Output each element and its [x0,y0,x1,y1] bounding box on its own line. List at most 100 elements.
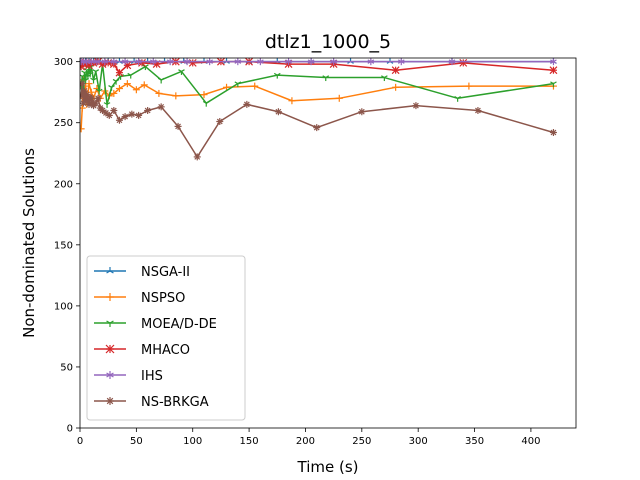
data-point-moea-d-de [90,77,97,84]
data-point-mhaco [549,66,558,75]
data-point-ihs [257,58,264,66]
data-point-ns-brkga [80,99,87,107]
data-point-nspso [200,91,208,99]
y-axis-label: Non-dominated Solutions [20,148,38,338]
data-point-moea-d-de [234,81,242,88]
legend-item-ihs: IHS [94,369,163,384]
legend-label: NS-BRKGA [141,395,209,410]
data-point-ihs [166,58,174,66]
data-point-nspso [132,86,140,94]
data-point-moea-d-de [103,102,111,108]
data-point-ihs [183,58,191,66]
data-point-nspso [251,82,259,90]
x-tick-label: 300 [409,436,428,447]
data-point-moea-d-de [95,88,103,95]
data-point-ihs [234,58,242,66]
x-tick-label: 100 [183,436,202,447]
data-point-nspso [115,85,123,93]
data-point-mhaco [459,58,468,67]
data-point-nspso [465,82,473,90]
data-point-nspso [223,83,231,91]
data-point-ns-brkga [193,153,201,161]
data-point-ihs [101,58,109,66]
legend-label: NSPSO [141,291,185,306]
legend-label: MHACO [141,343,190,358]
data-point-moea-d-de [381,75,388,82]
x-axis-label: Time (s) [297,458,359,476]
data-point-ihs [87,58,95,66]
data-point-ihs [149,58,157,66]
legend-marker [106,397,114,405]
y-tick-label: 150 [54,240,73,251]
data-point-moea-d-de [550,81,557,88]
data-point-moea-d-de [112,78,120,85]
axes-layer [79,57,577,429]
legend-marker [105,344,115,354]
data-point-ns-brkga [94,94,102,102]
data-point-ns-brkga [313,124,321,132]
series-ns-brkga [80,80,557,161]
data-point-ns-brkga [135,111,143,119]
data-point-moea-d-de [202,100,210,107]
data-point-ns-brkga [549,128,557,136]
x-tick-label: 350 [465,436,484,447]
data-point-ihs [135,58,142,66]
data-point-ihs [448,58,456,66]
data-point-ns-brkga [128,110,136,118]
y-axis-ticks: 0 50 100 150 200 250 300 [54,57,80,435]
data-point-nspso [288,97,296,105]
legend: NSGA-II NSPSO MOEA/D-DE MHACO IHS NS-BRKGA [86,255,246,421]
data-point-moea-d-de [108,85,115,91]
data-point-ns-brkga [412,102,420,110]
plot-frame [79,57,577,429]
data-point-moea-d-de [157,77,165,84]
data-point-moea-d-de [273,72,281,79]
data-point-moea-d-de [92,69,100,75]
data-point-moea-d-de [86,71,94,78]
data-point-mhaco [115,68,124,77]
y-tick-label: 250 [54,118,73,129]
data-point-moea-d-de [454,96,461,102]
data-point-nspso [80,104,86,112]
data-point-ns-brkga [80,80,86,88]
data-point-nspso [172,92,180,100]
data-point-ns-brkga [157,103,165,111]
x-tick-label: 250 [352,436,371,447]
data-point-moea-d-de [127,72,135,79]
data-point-ns-brkga [274,108,282,116]
legend-item-ns-brkga: NS-BRKGA [94,395,209,410]
legend-frame [86,255,246,421]
data-point-nspso [85,80,93,88]
data-point-ihs [307,58,315,66]
legend-item-mhaco: MHACO [94,343,190,358]
legend-item-nspso: NSPSO [94,291,185,306]
x-tick-label: 200 [296,436,315,447]
data-point-nspso [123,80,131,88]
legend-item-moea-d-de: MOEA/D-DE [94,317,217,332]
legend-marker [106,371,114,379]
data-point-nspso [335,94,343,102]
y-tick-label: 0 [67,424,73,435]
x-tick-label: 50 [130,436,143,447]
legend-item-nsga-ii: NSGA-II [94,265,190,280]
data-point-ns-brkga [115,116,123,124]
data-point-nspso [110,89,118,97]
data-point-ns-brkga [174,122,182,130]
series-ihs [80,58,557,66]
data-point-ns-brkga [110,107,118,115]
data-point-moea-d-de [178,69,185,75]
data-point-mhaco [391,66,400,75]
x-tick-label: 400 [521,436,540,447]
legend-label: MOEA/D-DE [141,317,217,332]
data-point-ns-brkga [105,111,113,119]
y-tick-label: 100 [54,301,73,312]
legend-label: IHS [141,369,163,384]
y-tick-label: 200 [54,179,73,190]
data-point-nspso [392,83,400,91]
legend-label: NSGA-II [141,265,190,280]
legend-marker [106,320,114,327]
data-point-ns-brkga [81,87,89,95]
data-point-ihs [206,58,213,66]
y-tick-label: 50 [60,362,73,373]
data-point-ns-brkga [474,107,482,115]
